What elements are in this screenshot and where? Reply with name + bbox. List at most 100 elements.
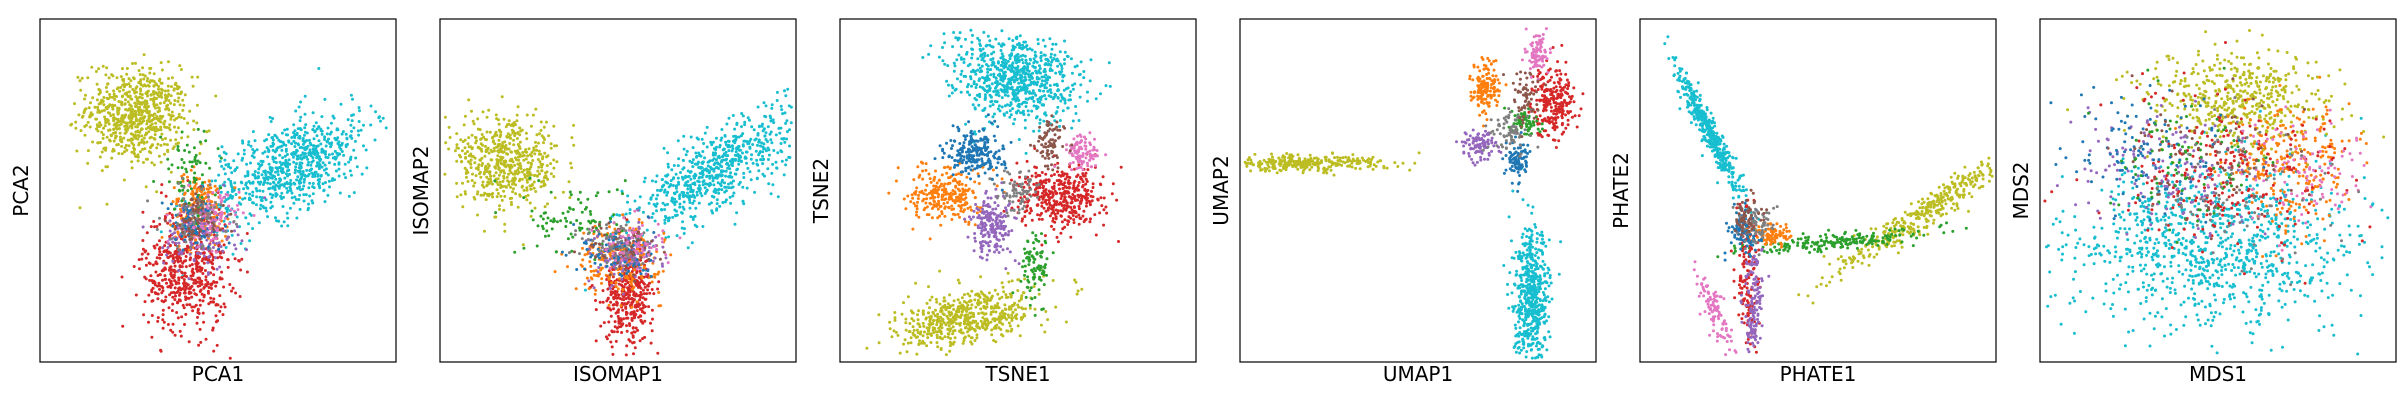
- scatter-point-cyan: [369, 104, 373, 108]
- scatter-point-brown: [614, 237, 618, 241]
- scatter-point-purple: [206, 271, 210, 275]
- scatter-point-red: [650, 288, 654, 291]
- scatter-point-olive: [112, 139, 116, 143]
- scatter-point-red: [203, 269, 207, 272]
- scatter-point-cyan: [735, 211, 739, 215]
- scatter-point-pink: [627, 233, 631, 237]
- scatter-point-green: [208, 166, 212, 170]
- scatter-point-brown: [212, 228, 216, 232]
- scatter-point-olive: [112, 92, 116, 96]
- scatter-point-cyan: [733, 127, 737, 131]
- scatter-point-orange: [589, 269, 593, 273]
- scatter-point-orange: [224, 234, 227, 238]
- scatter-point-red: [164, 295, 168, 299]
- scatter-point-cyan: [337, 162, 341, 166]
- scatter-point-orange: [191, 194, 195, 197]
- scatter-point-brown: [173, 227, 177, 231]
- scatter-point-olive: [498, 207, 501, 211]
- scatter-point-olive: [514, 192, 518, 196]
- scatter-point-cyan: [294, 165, 298, 169]
- scatter-point-olive: [534, 190, 538, 193]
- scatter-point-olive: [514, 156, 517, 160]
- scatter-point-red: [191, 309, 195, 313]
- scatter-point-cyan: [344, 176, 348, 180]
- scatter-point-olive: [107, 76, 111, 80]
- scatter-point-purple: [196, 252, 200, 256]
- scatter-point-red: [625, 311, 629, 315]
- scatter-point-cyan: [311, 192, 315, 196]
- scatter-point-red: [601, 300, 605, 304]
- scatter-point-olive: [169, 117, 173, 121]
- scatter-point-cyan: [381, 116, 385, 120]
- scatter-point-gray: [184, 240, 188, 244]
- scatter-point-cyan: [282, 195, 285, 199]
- scatter-point-olive: [96, 105, 100, 109]
- scatter-point-green: [180, 199, 184, 203]
- scatter-point-cyan: [642, 180, 646, 184]
- scatter-point-olive: [188, 109, 192, 113]
- scatter-point-olive: [516, 162, 520, 166]
- scatter-point-cyan: [311, 128, 315, 132]
- scatter-point-brown: [597, 242, 601, 246]
- scatter-point-cyan: [329, 121, 333, 125]
- scatter-point-olive: [495, 117, 499, 121]
- scatter-point-red: [181, 261, 185, 265]
- scatter-point-blue: [607, 238, 611, 242]
- scatter-point-red: [182, 282, 185, 285]
- scatter-point-cyan: [682, 134, 686, 138]
- scatter-point-cyan: [287, 158, 291, 162]
- scatter-point-cyan: [255, 189, 259, 193]
- scatter-point-brown: [210, 210, 214, 214]
- scatter-point-olive: [195, 103, 199, 107]
- scatter-point-olive: [119, 86, 123, 89]
- scatter-point-olive: [505, 135, 509, 139]
- scatter-point-olive: [80, 76, 84, 80]
- scatter-point-pink: [216, 189, 220, 193]
- scatter-point-olive: [152, 163, 156, 167]
- scatter-point-orange: [574, 287, 578, 291]
- scatter-point-green: [530, 209, 534, 213]
- scatter-point-olive: [145, 111, 149, 115]
- scatter-point-cyan: [748, 146, 752, 150]
- scatter-point-gray: [201, 204, 205, 208]
- scatter-point-olive: [120, 103, 124, 107]
- scatter-point-olive: [487, 194, 491, 198]
- scatter-point-cyan: [674, 172, 678, 176]
- scatter-point-olive: [495, 195, 499, 199]
- scatter-point-cyan: [670, 168, 674, 172]
- scatter-point-pink: [227, 222, 231, 226]
- scatter-point-olive: [443, 172, 447, 176]
- scatter-point-pink: [223, 216, 227, 220]
- scatter-point-olive: [75, 149, 79, 153]
- scatter-point-olive: [463, 166, 467, 170]
- scatter-point-olive: [95, 98, 99, 102]
- scatter-point-olive: [169, 94, 173, 98]
- scatter-point-cyan: [301, 170, 305, 173]
- scatter-point-olive: [100, 109, 104, 113]
- scatter-point-cyan: [762, 101, 766, 105]
- scatter-point-olive: [535, 133, 539, 137]
- scatter-point-purple: [608, 286, 612, 290]
- scatter-point-cyan: [298, 179, 301, 183]
- scatter-point-orange: [593, 292, 597, 296]
- scatter-point-olive: [149, 79, 153, 83]
- scatter-point-green: [177, 149, 181, 152]
- scatter-point-cyan: [268, 186, 272, 190]
- scatter-point-red: [161, 326, 165, 330]
- scatter-point-purple: [168, 229, 172, 233]
- scatter-point-gray: [567, 251, 571, 255]
- scatter-point-olive: [183, 93, 187, 97]
- scatter-point-cyan: [312, 172, 315, 176]
- scatter-point-cyan: [290, 153, 294, 157]
- scatter-point-green: [198, 161, 202, 165]
- scatter-point-cyan: [312, 186, 316, 190]
- scatter-point-olive: [494, 215, 498, 219]
- scatter-point-green: [200, 173, 204, 177]
- scatter-point-green: [522, 246, 526, 250]
- scatter-point-cyan: [772, 149, 776, 152]
- scatter-point-orange: [630, 305, 634, 309]
- scatter-point-cyan: [315, 156, 319, 160]
- scatter-point-red: [635, 309, 639, 313]
- scatter-point-cyan: [742, 176, 746, 179]
- scatter-point-cyan: [362, 144, 365, 148]
